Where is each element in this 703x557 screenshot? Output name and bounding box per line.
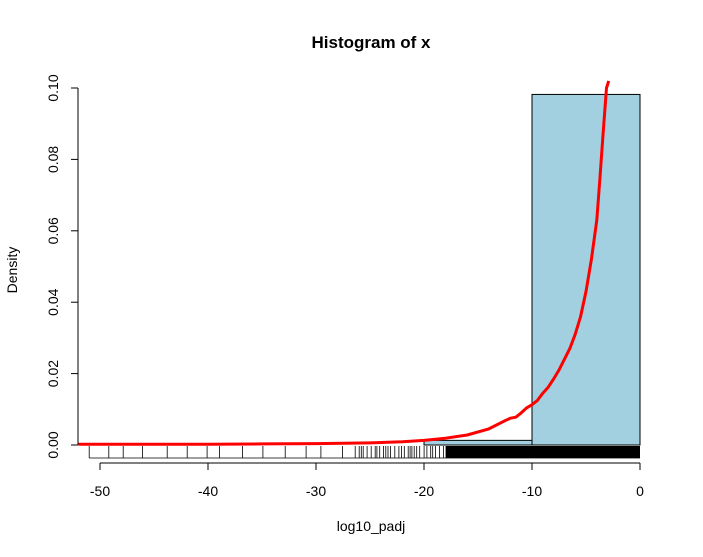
histogram-bars xyxy=(423,93,641,446)
x-tick-label: -30 xyxy=(306,483,326,499)
histogram-bar-0 xyxy=(423,439,533,446)
y-tick-label: 0.00 xyxy=(45,431,61,458)
histogram-bar-1 xyxy=(531,93,641,446)
x-axis: -50 -40 -30 -20 -10 0 xyxy=(90,462,644,499)
y-tick-label: 0.08 xyxy=(45,146,61,173)
density-curve-line xyxy=(78,80,611,446)
y-tick-label: 0.02 xyxy=(45,360,61,387)
rug-plot xyxy=(88,446,640,459)
density-curve-group xyxy=(78,80,611,446)
chart-title: Histogram of x xyxy=(311,33,431,52)
x-tick-label: -10 xyxy=(522,483,542,499)
x-axis-label: log10_padj xyxy=(337,518,406,534)
y-axis: 0.00 0.02 0.04 0.06 0.08 0.10 xyxy=(45,74,79,459)
x-tick-label: -20 xyxy=(414,483,434,499)
x-tick-label: -50 xyxy=(90,483,110,499)
x-tick-label: -40 xyxy=(198,483,218,499)
y-axis-label: Density xyxy=(4,247,20,294)
y-tick-label: 0.10 xyxy=(45,74,61,101)
y-tick-label: 0.04 xyxy=(45,288,61,315)
x-tick-label: 0 xyxy=(636,483,644,499)
rug-ticks xyxy=(88,446,640,459)
y-tick-label: 0.06 xyxy=(45,217,61,244)
rug-solid-band xyxy=(445,446,640,458)
